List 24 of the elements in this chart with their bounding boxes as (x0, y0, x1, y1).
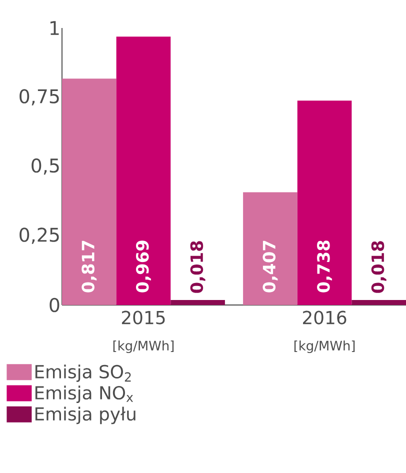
y-tick-label: 0,75 (20, 89, 59, 106)
x-tick-label: 2015 (122, 310, 165, 324)
text: [kg/MWh] (113, 340, 174, 354)
data-label: 0,018 (190, 241, 206, 293)
legend-label: Emisja NO$_{x}$ (35, 386, 134, 404)
legend-label: Emisja SO$_{2}$ (35, 364, 131, 382)
legend-label: Emisja pyłu (35, 406, 136, 424)
data-label: 0,738 (317, 240, 332, 292)
y-tick-label: 1 (50, 21, 59, 35)
bar (297, 100, 352, 305)
bar (243, 192, 298, 305)
bar (116, 36, 171, 305)
data-label: 0,018 (371, 241, 386, 293)
bar (62, 78, 116, 305)
data-label: 0,407 (262, 240, 278, 292)
bar (170, 300, 225, 305)
y-tick-label: 0,25 (20, 228, 59, 244)
y-tick-label: 0 (50, 298, 60, 312)
text: [kg/MWh] (294, 340, 355, 354)
bar (352, 300, 406, 305)
x-tick-label: 2016 (303, 310, 346, 324)
data-label: 0,817 (82, 240, 97, 292)
data-label: 0,969 (136, 240, 151, 292)
y-tick-label: 0,5 (32, 158, 59, 175)
